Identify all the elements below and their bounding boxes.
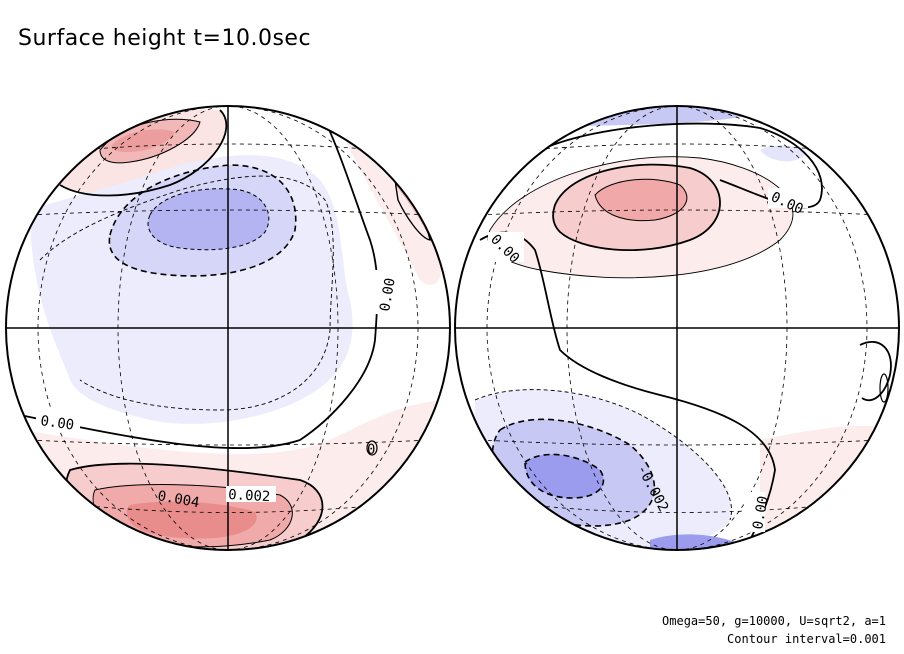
left-small-zero-ring bbox=[366, 440, 378, 456]
left-pos-upper-core bbox=[111, 129, 175, 152]
right-neg-contour-core bbox=[524, 453, 605, 499]
left-neg-core bbox=[148, 188, 269, 250]
left-neg-contour-core bbox=[147, 188, 270, 251]
left-neg-contour-mid bbox=[108, 164, 297, 277]
contour-label: 0.00 bbox=[39, 413, 75, 434]
right-pos-contour-mid bbox=[552, 163, 721, 252]
right-right-edge-contour bbox=[859, 340, 892, 402]
left-pos-right-outer bbox=[345, 140, 441, 285]
right-neg-contour-outer bbox=[474, 389, 732, 521]
contour-label: 0.002 bbox=[228, 487, 271, 505]
left-pos-bottom-core bbox=[127, 501, 257, 539]
right-pos-contour-outer bbox=[487, 156, 794, 279]
contour-label: 0 bbox=[367, 442, 375, 458]
right-neg-bottom bbox=[650, 534, 745, 550]
contour-interval-text: Contour interval=0.001 bbox=[727, 632, 886, 646]
right-neg-top-right bbox=[760, 145, 805, 162]
right-zero-contour-2 bbox=[479, 231, 776, 541]
parameters-text: Omega=50, g=10000, U=sqrt2, a=1 bbox=[662, 614, 886, 628]
contour-label: 0.00 bbox=[377, 277, 399, 313]
left-zero-contour-2 bbox=[19, 109, 379, 450]
right-small-ring bbox=[879, 373, 889, 403]
right-pos-contour-core bbox=[594, 178, 688, 222]
contour-label: 0.004 bbox=[156, 488, 200, 511]
right-globe-outline bbox=[454, 105, 900, 551]
right-hemisphere bbox=[455, 106, 899, 550]
right-pos-bottom-right bbox=[760, 425, 899, 550]
chart-title: Surface height t=10.0sec bbox=[18, 26, 312, 51]
left-zero-contour bbox=[59, 109, 228, 197]
left-neg-contour-outer bbox=[39, 175, 334, 411]
left-globe-outline bbox=[5, 105, 451, 551]
contour-label: 0.00 bbox=[750, 495, 772, 531]
